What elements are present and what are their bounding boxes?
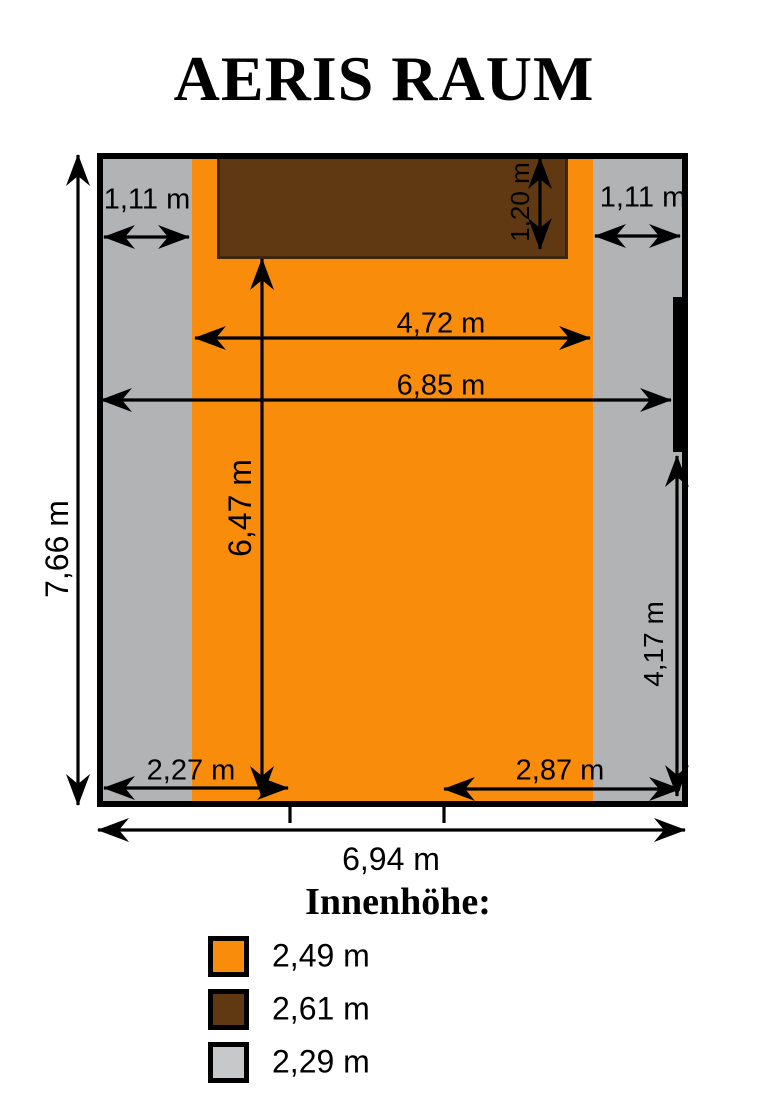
dim-label-bottom-right-offset: 2,87 m	[515, 754, 605, 787]
dim-label-right-wall-segment: 4,17 m	[638, 601, 669, 687]
legend-label-brown: 2,61 m	[272, 990, 370, 1027]
dim-label-left-strip: 1,11 m	[103, 183, 191, 216]
dim-label-orange-width: 4,72 m	[396, 307, 486, 340]
wall-opening-marker	[673, 297, 686, 452]
legend-title: Innenhöhe:	[305, 881, 491, 923]
legend-swatch-orange	[208, 936, 249, 977]
dim-label-alcove-depth: 1,20 m	[505, 162, 535, 242]
dim-label-bottom-left-offset: 2,27 m	[146, 754, 236, 787]
page-title: AERIS RAUM	[173, 43, 595, 114]
dim-label-orange-length: 6,47 m	[222, 459, 258, 557]
zone-brown-height-261	[217, 159, 568, 259]
legend-swatch-brown	[208, 989, 249, 1030]
legend-label-orange: 2,49 m	[272, 937, 370, 974]
dim-label-outer-length: 7,66 m	[39, 500, 75, 598]
dim-label-outer-width: 6,94 m	[342, 841, 440, 877]
legend-label-gray: 2,29 m	[272, 1043, 370, 1080]
room-outline	[97, 153, 688, 807]
dim-label-inner-width: 6,85 m	[396, 369, 486, 402]
legend-swatch-gray	[208, 1042, 249, 1083]
dim-label-right-strip: 1,11 m	[599, 181, 687, 214]
